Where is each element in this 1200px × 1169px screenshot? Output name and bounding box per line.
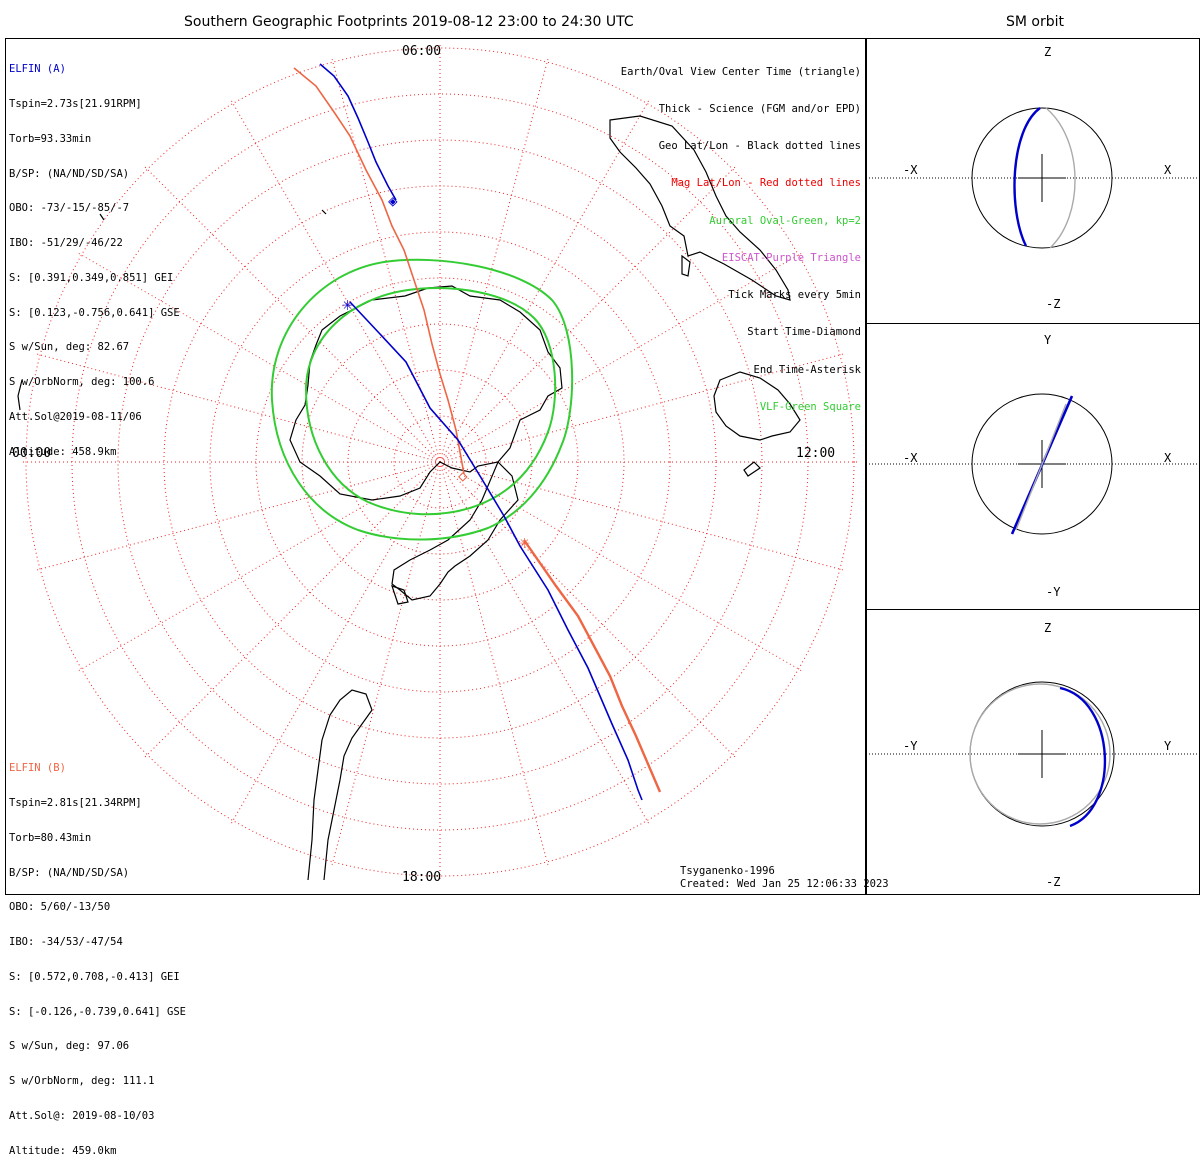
sm1-top: Z [1044, 45, 1052, 59]
legend-vlf: VLF-Green Square [759, 400, 861, 413]
elfin-a-obo: OBO: -73/-15/-85/-7 [9, 202, 130, 215]
auroral-ovals [270, 258, 574, 541]
mlt-label-left: 00:00 [12, 446, 52, 461]
auroral-oval-outer [270, 258, 574, 541]
elfin-a-altitude: Altitude: 458.9km [9, 445, 117, 458]
mag-lon-line [439, 461, 738, 760]
antarctica-coast [289, 285, 563, 501]
mag-lat-circle [393, 415, 487, 509]
mag-lon-line [76, 461, 441, 673]
south-america-coast [307, 689, 373, 881]
elfin-a-bsp: B/SP: (NA/ND/SD/SA) [9, 167, 130, 180]
elfin-b-name: ELFIN (B) [9, 762, 66, 775]
mag-lon-line [330, 461, 441, 868]
sm3-bottom: -Z [1046, 875, 1061, 889]
elfin-b-altitude: Altitude: 459.0km [9, 1144, 117, 1157]
legend-geo-grid: Geo Lat/Lon - Black dotted lines [658, 140, 861, 153]
legend-auroral-oval: Auroral Oval-Green, kp=2 [709, 214, 861, 227]
australia-coast [713, 371, 801, 441]
auroral-oval-inner [304, 287, 557, 516]
mag-grid [20, 42, 860, 882]
sm2-left: -X [903, 451, 918, 465]
elfin-a-s-gei: S: [0.391,0.349,0.851] GEI [9, 271, 174, 284]
elfin-a-info: ELFIN (A) Tspin=2.73s[21.91RPM] Torb=93.… [9, 41, 180, 470]
coastlines [17, 115, 801, 881]
indian-ocean-islands [17, 209, 327, 411]
africa-coast [609, 115, 791, 301]
legend-end-time: End Time-Asterisk [753, 363, 861, 376]
elfin-a-name: ELFIN (A) [9, 63, 66, 76]
elfin-b-s-sun: S w/Sun, deg: 97.06 [9, 1040, 130, 1053]
legend-start-time: Start Time-Diamond [747, 326, 861, 339]
elfin-b-end-asterisk: ✳ [519, 532, 530, 553]
mag-lon-line [439, 461, 550, 868]
legend-mag-grid: Mag Lat/Lon - Red dotted lines [671, 177, 861, 190]
sm3-top: Z [1044, 621, 1052, 635]
sm1-bottom: -Z [1046, 297, 1061, 311]
antarctic-peninsula-coast [391, 460, 519, 601]
sm3-left: -Y [903, 739, 918, 753]
mag-lon-line [142, 461, 441, 760]
sm2-top: Y [1044, 333, 1052, 347]
elfin-b-s-gei: S: [0.572,0.708,-0.413] GEI [9, 970, 180, 983]
legend-thick-science: Thick - Science (FGM and/or EPD) [658, 103, 861, 116]
elfin-a-track: ◈ ✳ [319, 63, 643, 801]
elfin-b-info: ELFIN (B) Tspin=2.81s[21.34RPM] Torb=80.… [9, 740, 186, 1169]
elfin-a-end-asterisk: ✳ [342, 294, 353, 315]
sm3-right: Y [1164, 739, 1172, 753]
sm-orbit-title: SM orbit [1006, 14, 1065, 30]
sm1-left: -X [903, 163, 918, 177]
elfin-b-torb: Torb=80.43min [9, 831, 92, 844]
sm2-right: X [1164, 451, 1172, 465]
footprint-map-panel [5, 38, 866, 895]
mag-lat-circle [117, 139, 763, 785]
footprint-map-svg: ◇ ✳ ◈ ✳ [17, 42, 1200, 882]
sm-orbit-panels [866, 107, 1200, 828]
elfin-a-s-sun: S w/Sun, deg: 82.67 [9, 341, 130, 354]
sm1-right: X [1164, 163, 1172, 177]
elfin-b-ibo: IBO: -34/53/-47/54 [9, 936, 123, 949]
sm-orbit-panel-1 [866, 38, 1200, 324]
elfin-b-start-diamond: ◇ [458, 466, 468, 485]
legend-eiscat: EISCAT-Purple Triangle [721, 251, 861, 264]
mlt-label-bottom: 18:00 [402, 870, 442, 885]
created-label: Created: Wed Jan 25 12:06:33 2023 [680, 878, 889, 890]
elfin-b-s-gse: S: [-0.126,-0.739,0.641] GSE [9, 1005, 187, 1018]
elfin-a-att-sol: Att.Sol@2019-08-11/06 [9, 411, 142, 423]
elfin-b-track: ◇ ✳ [293, 67, 662, 793]
mag-lon-line [439, 98, 651, 463]
mag-lon-line [229, 461, 441, 826]
mlt-label-top: 06:00 [402, 44, 442, 59]
sm-orbit-panel-2 [866, 323, 1200, 610]
mag-lat-circle [25, 47, 855, 877]
mag-lon-line [439, 461, 846, 572]
legend-tick-marks: Tick Marks every 5min [728, 289, 861, 302]
elfin-b-obo: OBO: 5/60/-13/50 [9, 901, 111, 914]
elfin-b-tspin: Tspin=2.81s[21.34RPM] [9, 796, 142, 809]
mag-lat-circle [209, 231, 671, 693]
new-zealand-coast [743, 461, 761, 477]
elfin-a-s-orbnorm: S w/OrbNorm, deg: 100.6 [9, 376, 155, 389]
south-georgia-coast [391, 585, 409, 605]
legend: Earth/Oval View Center Time (triangle) T… [621, 41, 861, 426]
mag-lon-line [439, 461, 804, 673]
elfin-a-start-diamond: ◈ [388, 191, 398, 210]
madagascar-coast [681, 254, 691, 277]
elfin-a-s-gse: S: [0.123,-0.756,0.641] GSE [9, 306, 180, 319]
elfin-b-bsp: B/SP: (NA/ND/SD/SA) [9, 866, 130, 879]
elfin-a-ibo: IBO: -51/29/-46/22 [9, 237, 123, 250]
elfin-a-torb: Torb=93.33min [9, 132, 92, 145]
mag-lon-line [439, 56, 550, 463]
sm2-bottom: -Y [1046, 585, 1061, 599]
model-label: Tsyganenko-1996 [680, 865, 775, 877]
legend-view-center: Earth/Oval View Center Time (triangle) [620, 65, 861, 78]
elfin-b-s-orbnorm: S w/OrbNorm, deg: 111.1 [9, 1075, 155, 1088]
mlt-label-right: 12:00 [796, 446, 836, 461]
mag-lon-line [34, 461, 441, 572]
elfin-a-tspin: Tspin=2.73s[21.91RPM] [9, 97, 142, 110]
mag-lat-circle [301, 323, 579, 601]
page-title: Southern Geographic Footprints 2019-08-1… [184, 14, 634, 30]
elfin-b-att-sol: Att.Sol@: 2019-08-10/03 [9, 1110, 155, 1122]
